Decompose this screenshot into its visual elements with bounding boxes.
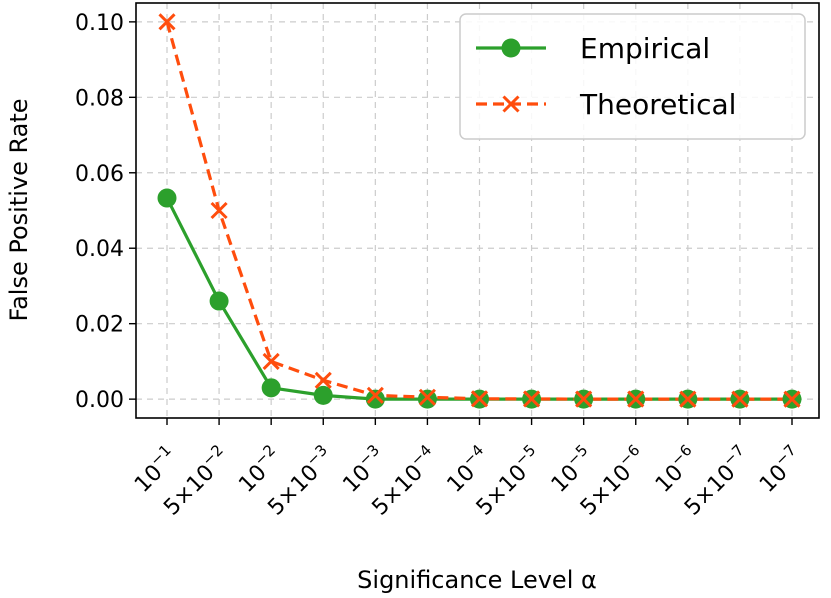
- data-point-empirical: [261, 378, 281, 398]
- legend-marker-empirical: [501, 38, 521, 58]
- x-tick-exponent: −2: [251, 441, 279, 469]
- y-tick-label: 0.10: [75, 11, 124, 36]
- series-layer: [157, 13, 802, 409]
- x-marker-stroke: [523, 390, 541, 408]
- y-tick-label: 0.02: [75, 313, 124, 338]
- legend: Empirical Theoretical: [459, 13, 806, 140]
- x-tick-exponent: −4: [459, 441, 487, 469]
- data-point-empirical: [313, 385, 333, 405]
- data-point-theoretical: [418, 388, 436, 406]
- data-point-theoretical: [679, 390, 697, 408]
- x-tick-exponent: −3: [355, 441, 383, 469]
- y-tick-label: 0.06: [75, 162, 124, 187]
- x-marker-stroke: [679, 390, 697, 408]
- data-point-empirical: [365, 389, 385, 409]
- x-marker-stroke: [366, 386, 384, 404]
- x-tick-exponent: −5: [511, 441, 539, 469]
- data-point-theoretical: [783, 390, 801, 408]
- data-point-theoretical: [627, 390, 645, 408]
- x-tick-exponent: −6: [615, 441, 643, 469]
- x-marker-stroke: [783, 390, 801, 408]
- x-marker-stroke: [262, 352, 280, 370]
- x-tick-label: 10−7: [752, 441, 809, 498]
- x-marker-stroke: [210, 201, 228, 220]
- data-point-theoretical: [210, 201, 228, 220]
- x-marker-stroke: [502, 95, 520, 113]
- y-axis-label: False Positive Rate: [5, 98, 33, 321]
- legend-box: [459, 13, 806, 140]
- x-marker-stroke: [158, 13, 176, 31]
- x-tick-exponent: −2: [198, 441, 226, 469]
- x-tick-exponent: −5: [563, 441, 591, 469]
- x-marker-stroke: [575, 390, 593, 408]
- y-tick-label: 0.08: [75, 86, 124, 111]
- x-tick-exponent: −7: [771, 441, 799, 469]
- x-tick-exponent: −3: [303, 441, 331, 469]
- data-point-empirical: [157, 188, 177, 208]
- data-point-theoretical: [575, 390, 593, 408]
- y-tick-label: 0.00: [75, 388, 124, 413]
- x-tick-exponent: −1: [146, 441, 174, 469]
- data-point-theoretical: [314, 371, 332, 389]
- data-point-theoretical: [262, 352, 280, 370]
- x-marker-stroke: [418, 388, 436, 406]
- data-point-theoretical: [158, 13, 176, 31]
- x-marker-stroke: [731, 390, 749, 408]
- x-marker-stroke: [470, 390, 489, 408]
- legend-marker-theoretical: [502, 95, 520, 113]
- x-marker-stroke: [314, 371, 332, 389]
- x-marker-stroke: [627, 390, 645, 408]
- x-tick-exponent: −7: [719, 441, 747, 469]
- data-point-theoretical: [731, 390, 749, 408]
- y-tick-label: 0.04: [75, 237, 124, 262]
- data-point-theoretical: [366, 386, 384, 404]
- x-axis-label: Significance Level α: [357, 566, 597, 594]
- data-point-theoretical: [470, 390, 489, 408]
- plot-frame: [135, 2, 820, 419]
- data-point-empirical: [209, 291, 229, 311]
- legend-label-empirical: Empirical: [580, 32, 710, 65]
- legend-label-theoretical: Theoretical: [579, 88, 736, 121]
- x-tick-exponent: −4: [407, 441, 435, 469]
- data-point-theoretical: [523, 390, 541, 408]
- x-tick-exponent: −6: [667, 441, 695, 469]
